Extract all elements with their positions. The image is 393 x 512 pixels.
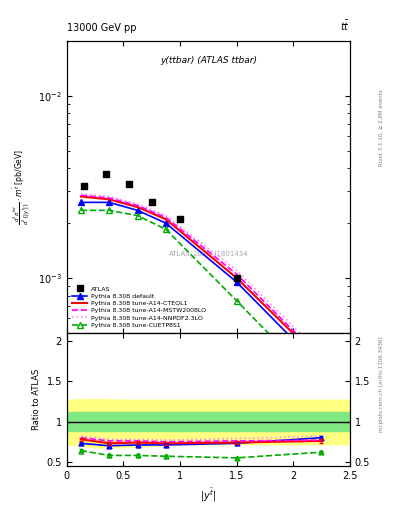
Line: Pythia 8.308 tune-CUETP8S1: Pythia 8.308 tune-CUETP8S1 (78, 207, 324, 391)
Y-axis label: Ratio to ATLAS: Ratio to ATLAS (32, 369, 41, 430)
Pythia 8.308 tune-A14-NNPDF2.3LO (319, 351, 324, 357)
Pythia 8.308 tune-CUETP8S1 (107, 207, 112, 214)
Pythia 8.308 tune-A14-MSTW2008LO (79, 192, 83, 198)
Y-axis label: $\frac{d^2\sigma^{fid}}{d^2\{|y^{\bar{t}}|\}} \cdot m^{\bar{t}}$ [pb/GeV]: $\frac{d^2\sigma^{fid}}{d^2\{|y^{\bar{t}… (11, 149, 32, 225)
Pythia 8.308 tune-A14-MSTW2008LO (319, 356, 324, 362)
Legend: ATLAS, Pythia 8.308 default, Pythia 8.308 tune-A14-CTEQL1, Pythia 8.308 tune-A14: ATLAS, Pythia 8.308 default, Pythia 8.30… (70, 284, 208, 330)
Pythia 8.308 tune-CUETP8S1 (79, 207, 83, 214)
Pythia 8.308 default (234, 279, 239, 285)
Pythia 8.308 tune-A14-MSTW2008LO (135, 202, 140, 208)
Pythia 8.308 tune-A14-NNPDF2.3LO (234, 267, 239, 273)
Line: Pythia 8.308 default: Pythia 8.308 default (78, 200, 324, 371)
ATLAS (126, 179, 132, 187)
X-axis label: $|y^{\bar{t}}|$: $|y^{\bar{t}}|$ (200, 486, 217, 504)
ATLAS (103, 170, 110, 179)
Pythia 8.308 tune-A14-CTEQL1 (79, 194, 83, 200)
ATLAS (81, 182, 87, 190)
Pythia 8.308 tune-CUETP8S1 (163, 226, 168, 232)
ATLAS (233, 274, 240, 282)
Pythia 8.308 tune-A14-MSTW2008LO (234, 271, 239, 277)
Pythia 8.308 tune-A14-CTEQL1 (135, 204, 140, 210)
Text: ATLAS_2020_I1801434: ATLAS_2020_I1801434 (169, 251, 248, 258)
ATLAS (177, 215, 183, 223)
Pythia 8.308 tune-CUETP8S1 (319, 385, 324, 391)
Pythia 8.308 default (79, 199, 83, 205)
Pythia 8.308 tune-A14-MSTW2008LO (107, 195, 112, 201)
Text: y(ttbar) (ATLAS ttbar): y(ttbar) (ATLAS ttbar) (160, 56, 257, 65)
Pythia 8.308 tune-A14-CTEQL1 (234, 275, 239, 281)
Text: 13000 GeV pp: 13000 GeV pp (67, 23, 136, 33)
Pythia 8.308 default (135, 207, 140, 214)
Pythia 8.308 default (107, 199, 112, 205)
ATLAS (149, 198, 155, 206)
Text: Rivet 3.1.10, ≥ 2.8M events: Rivet 3.1.10, ≥ 2.8M events (379, 90, 384, 166)
Pythia 8.308 tune-CUETP8S1 (135, 212, 140, 219)
Pythia 8.308 tune-CUETP8S1 (234, 297, 239, 304)
Pythia 8.308 tune-A14-NNPDF2.3LO (79, 190, 83, 197)
Pythia 8.308 tune-A14-CTEQL1 (107, 196, 112, 202)
ATLAS (262, 337, 268, 345)
Pythia 8.308 tune-A14-NNPDF2.3LO (107, 194, 112, 200)
Pythia 8.308 tune-A14-MSTW2008LO (163, 215, 168, 221)
Pythia 8.308 tune-A14-NNPDF2.3LO (163, 212, 168, 219)
Pythia 8.308 tune-A14-CTEQL1 (319, 358, 324, 364)
Line: Pythia 8.308 tune-A14-NNPDF2.3LO: Pythia 8.308 tune-A14-NNPDF2.3LO (81, 194, 321, 354)
Pythia 8.308 default (163, 220, 168, 226)
Pythia 8.308 tune-A14-CTEQL1 (163, 216, 168, 222)
Line: Pythia 8.308 tune-A14-MSTW2008LO: Pythia 8.308 tune-A14-MSTW2008LO (81, 195, 321, 359)
Text: mcplots.cern.ch [arXiv:1306.3436]: mcplots.cern.ch [arXiv:1306.3436] (379, 336, 384, 432)
Text: $t\bar{t}$: $t\bar{t}$ (340, 19, 350, 33)
Pythia 8.308 tune-A14-NNPDF2.3LO (135, 201, 140, 207)
Pythia 8.308 default (319, 365, 324, 371)
Line: Pythia 8.308 tune-A14-CTEQL1: Pythia 8.308 tune-A14-CTEQL1 (81, 197, 321, 361)
